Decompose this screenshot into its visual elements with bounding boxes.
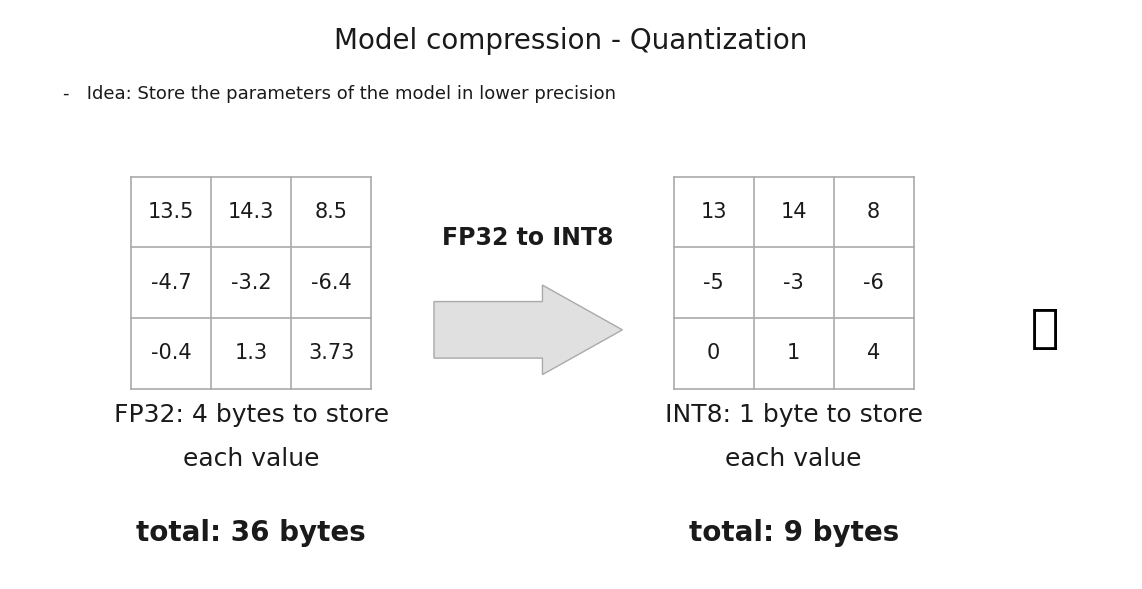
- Text: total: 9 bytes: total: 9 bytes: [689, 519, 899, 547]
- Text: Model compression - Quantization: Model compression - Quantization: [335, 27, 807, 55]
- Text: FP32 to INT8: FP32 to INT8: [442, 226, 614, 250]
- Text: -0.4: -0.4: [151, 343, 192, 363]
- Text: INT8: 1 byte to store: INT8: 1 byte to store: [665, 403, 923, 427]
- Text: -3.2: -3.2: [231, 273, 272, 293]
- Text: total: 36 bytes: total: 36 bytes: [136, 519, 367, 547]
- Text: 1: 1: [787, 343, 801, 363]
- Text: 3.73: 3.73: [308, 343, 354, 363]
- Text: -6: -6: [863, 273, 884, 293]
- Text: -5: -5: [703, 273, 724, 293]
- Text: 8.5: 8.5: [315, 202, 347, 222]
- Text: 8: 8: [867, 202, 880, 222]
- Text: 13.5: 13.5: [148, 202, 194, 222]
- Polygon shape: [434, 285, 622, 375]
- Text: -4.7: -4.7: [151, 273, 192, 293]
- Text: 1.3: 1.3: [234, 343, 268, 363]
- Text: 14.3: 14.3: [228, 202, 274, 222]
- Text: -3: -3: [783, 273, 804, 293]
- Text: 🤗: 🤗: [1031, 307, 1059, 352]
- Text: each value: each value: [725, 448, 862, 471]
- Text: -   Idea: Store the parameters of the model in lower precision: - Idea: Store the parameters of the mode…: [63, 85, 616, 104]
- Text: 4: 4: [867, 343, 880, 363]
- Text: 🤗: 🤗: [1031, 307, 1059, 352]
- Text: FP32: 4 bytes to store: FP32: 4 bytes to store: [114, 403, 388, 427]
- Text: each value: each value: [183, 448, 320, 471]
- Text: 14: 14: [780, 202, 807, 222]
- Text: -6.4: -6.4: [311, 273, 352, 293]
- Text: 0: 0: [707, 343, 721, 363]
- Text: 13: 13: [700, 202, 727, 222]
